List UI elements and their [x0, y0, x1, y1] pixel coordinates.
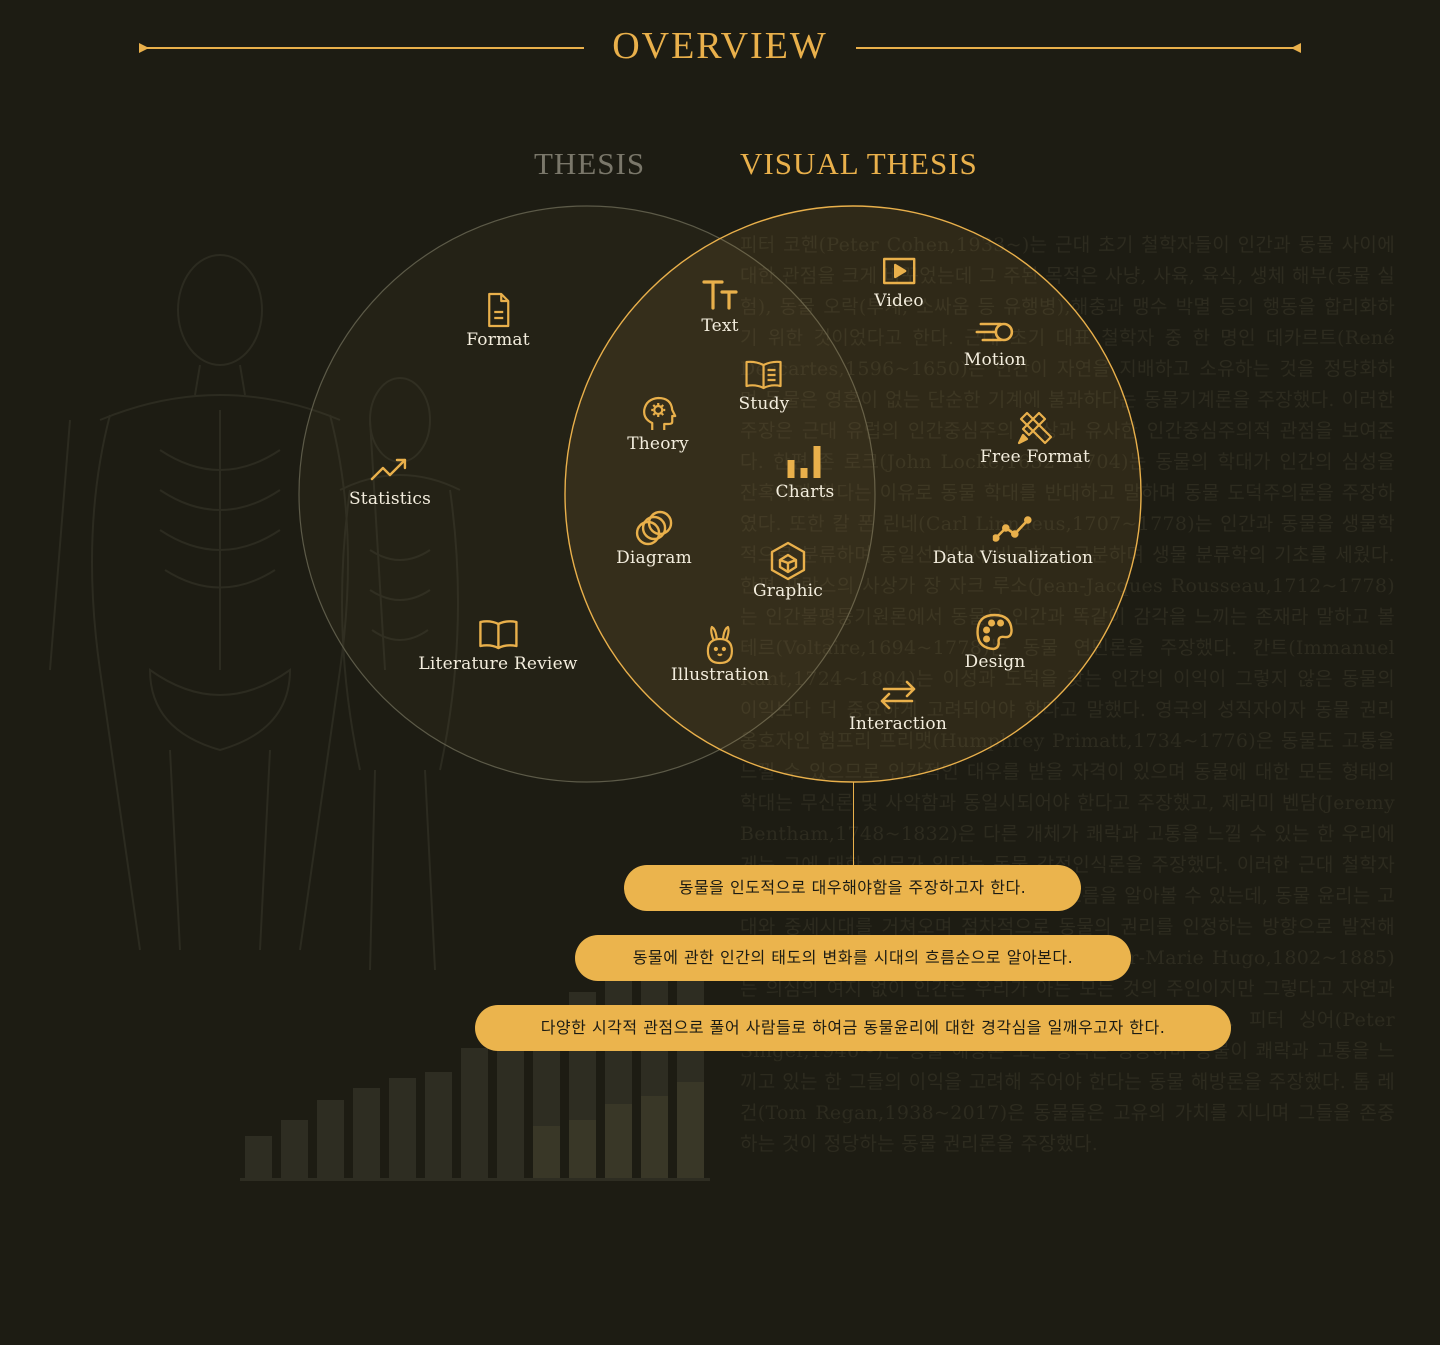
venn-diagram	[298, 205, 1142, 783]
header-right-arrow	[1291, 43, 1301, 53]
item-video-label: Video	[874, 291, 924, 311]
item-interaction: Interaction	[849, 674, 947, 734]
item-graphic-label: Graphic	[752, 581, 824, 601]
goal-pill-3: 다양한 시각적 관점으로 풀어 사람들로 하여금 동물윤리에 대한 경각심을 일…	[475, 1005, 1231, 1051]
item-graphic: Graphic	[753, 541, 823, 601]
item-illustration: Illustration	[671, 625, 769, 685]
item-interaction-label: Interaction	[849, 714, 947, 734]
thesis-set-title: THESIS	[534, 146, 646, 181]
item-literature-review-label: Literature Review	[418, 654, 578, 674]
item-literature-review: Literature Review	[418, 614, 577, 674]
item-statistics: Statistics	[349, 449, 431, 509]
palette-icon	[975, 612, 1015, 652]
text-size-icon	[700, 276, 740, 316]
header-right-rule	[856, 47, 1300, 49]
line-graph-icon	[992, 508, 1033, 548]
pencil-ruler-icon	[1015, 407, 1055, 447]
open-book-icon	[478, 614, 518, 654]
thesis-circle	[298, 205, 876, 783]
item-data-visualization: Data Visualization	[933, 508, 1093, 568]
item-text-label: Text	[701, 316, 739, 336]
page-title: OVERVIEW	[612, 25, 828, 67]
item-diagram-label: Diagram	[616, 548, 692, 568]
item-motion-label: Motion	[963, 350, 1027, 370]
document-icon	[478, 290, 518, 330]
item-study: Study	[739, 354, 790, 414]
item-design-label: Design	[964, 652, 1026, 672]
rabbit-icon	[700, 625, 740, 665]
item-theory: Theory	[627, 394, 689, 454]
item-motion: Motion	[964, 310, 1026, 370]
speed-circle-icon	[975, 310, 1015, 350]
header-left-rule	[140, 47, 584, 49]
item-design: Design	[965, 612, 1026, 672]
head-gear-icon	[638, 394, 678, 434]
item-free-format-label: Free Format	[980, 447, 1090, 467]
item-video: Video	[874, 251, 924, 311]
item-free-format: Free Format	[980, 407, 1090, 467]
item-data-visualization-label: Data Visualization	[932, 548, 1094, 568]
item-format-label: Format	[466, 330, 530, 350]
item-text: Text	[700, 276, 740, 336]
goal-pill-2: 동물에 관한 인간의 태도의 변화를 시대의 흐름순으로 알아본다.	[575, 935, 1131, 981]
book-lines-icon	[744, 354, 784, 394]
item-charts-label: Charts	[775, 482, 835, 502]
item-diagram: Diagram	[616, 508, 692, 568]
play-icon	[879, 251, 919, 291]
overlapping-circles-icon	[634, 508, 674, 548]
item-theory-label: Theory	[627, 434, 689, 454]
item-statistics-label: Statistics	[348, 489, 432, 509]
item-format: Format	[466, 290, 530, 350]
goal-pill-1: 동물을 인도적으로 대우해야함을 주장하고자 한다.	[624, 865, 1081, 911]
arrows-exchange-icon	[878, 674, 918, 714]
visual-thesis-set-title: VISUAL THESIS	[740, 146, 978, 181]
connector-line	[853, 782, 854, 866]
item-illustration-label: Illustration	[670, 665, 770, 685]
item-study-label: Study	[738, 394, 790, 414]
skeleton-illustration	[49, 254, 461, 971]
bar-chart-icon	[785, 442, 825, 482]
cube-icon	[768, 541, 808, 581]
item-charts: Charts	[776, 442, 835, 502]
trend-line-icon	[370, 449, 410, 489]
bar-chart-decoration	[240, 962, 710, 1181]
